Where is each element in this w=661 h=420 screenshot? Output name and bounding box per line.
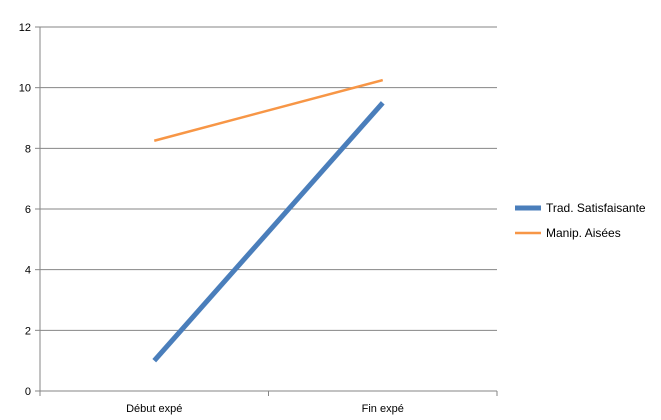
x-tick-label: Début expé xyxy=(126,403,182,415)
x-axis-ticks: Début expé Fin expé xyxy=(39,391,498,415)
gridlines xyxy=(40,26,497,331)
y-tick-label: 10 xyxy=(19,83,31,95)
legend-label: Manip. Aisées xyxy=(546,226,621,240)
y-tick-label: 0 xyxy=(25,386,31,398)
series-line-1 xyxy=(152,101,385,363)
y-axis-ticks: 0 2 4 6 8 10 12 xyxy=(19,22,40,398)
legend: Trad. Satisfaisante Manip. Aisées xyxy=(515,201,646,240)
y-tick-label: 4 xyxy=(25,265,31,277)
y-tick-label: 8 xyxy=(25,143,31,155)
y-tick-label: 2 xyxy=(25,325,31,337)
y-tick-label: 12 xyxy=(19,22,31,34)
y-tick-label: 6 xyxy=(25,204,31,216)
series-lines xyxy=(152,78,385,363)
x-tick-label: Fin expé xyxy=(362,403,404,415)
clipped-caption-fragment xyxy=(40,0,640,4)
legend-label: Trad. Satisfaisante xyxy=(546,201,646,215)
series-line-2 xyxy=(153,78,384,142)
